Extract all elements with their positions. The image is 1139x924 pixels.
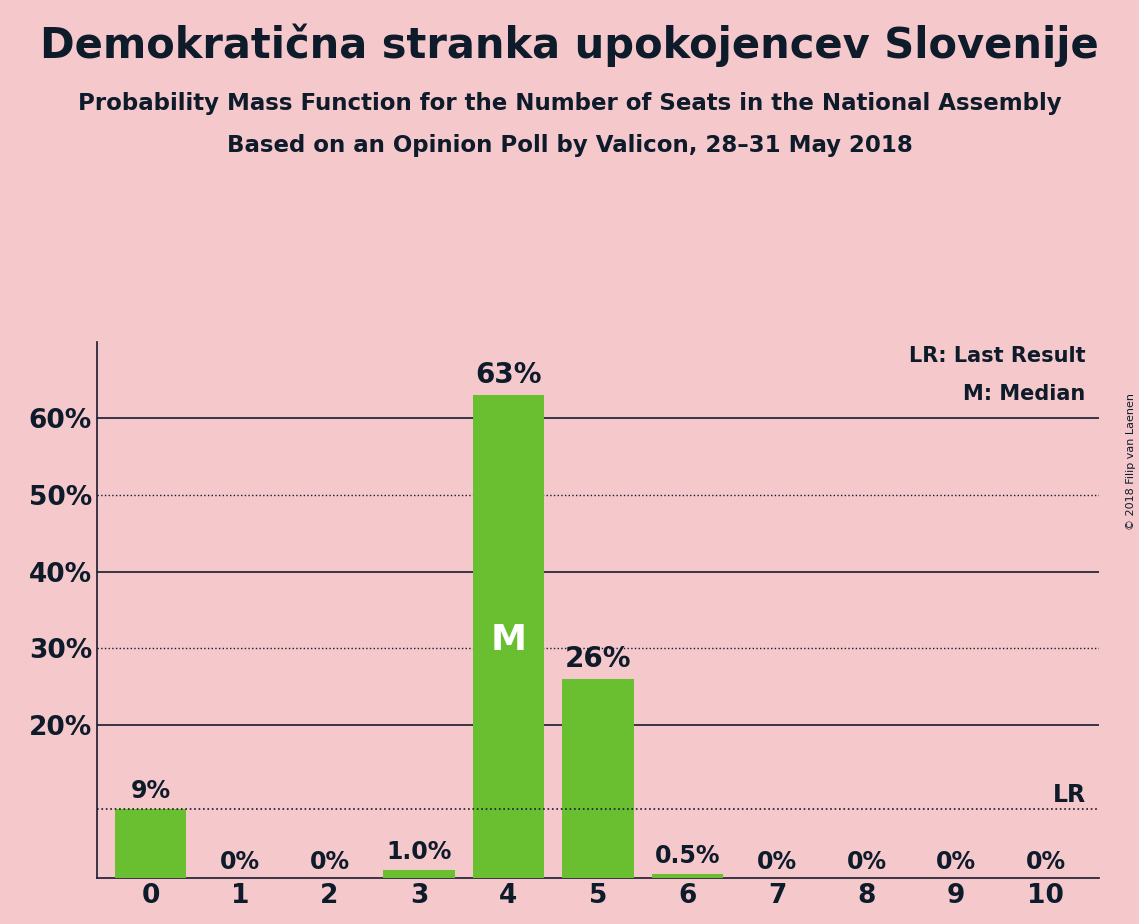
Text: M: Median: M: Median — [964, 384, 1085, 404]
Text: 0%: 0% — [846, 850, 886, 874]
Text: 1.0%: 1.0% — [386, 840, 452, 864]
Bar — [652, 874, 723, 878]
Text: © 2018 Filip van Laenen: © 2018 Filip van Laenen — [1126, 394, 1136, 530]
Text: Based on an Opinion Poll by Valicon, 28–31 May 2018: Based on an Opinion Poll by Valicon, 28–… — [227, 134, 912, 157]
Text: 0%: 0% — [310, 850, 350, 874]
Text: 0%: 0% — [1025, 850, 1065, 874]
Text: 0%: 0% — [936, 850, 976, 874]
Text: LR: LR — [1052, 784, 1085, 808]
Text: M: M — [491, 624, 526, 658]
Text: 0.5%: 0.5% — [655, 844, 720, 868]
Text: Probability Mass Function for the Number of Seats in the National Assembly: Probability Mass Function for the Number… — [77, 92, 1062, 116]
Text: 0%: 0% — [220, 850, 260, 874]
Text: 0%: 0% — [757, 850, 797, 874]
Text: Demokratična stranka upokojencev Slovenije: Demokratična stranka upokojencev Sloveni… — [40, 23, 1099, 67]
Bar — [563, 679, 633, 878]
Bar — [115, 808, 187, 878]
Text: 26%: 26% — [565, 645, 631, 673]
Bar — [383, 870, 454, 878]
Bar — [473, 395, 544, 878]
Text: 63%: 63% — [475, 361, 542, 389]
Text: 9%: 9% — [131, 779, 171, 803]
Text: LR: Last Result: LR: Last Result — [909, 346, 1085, 366]
